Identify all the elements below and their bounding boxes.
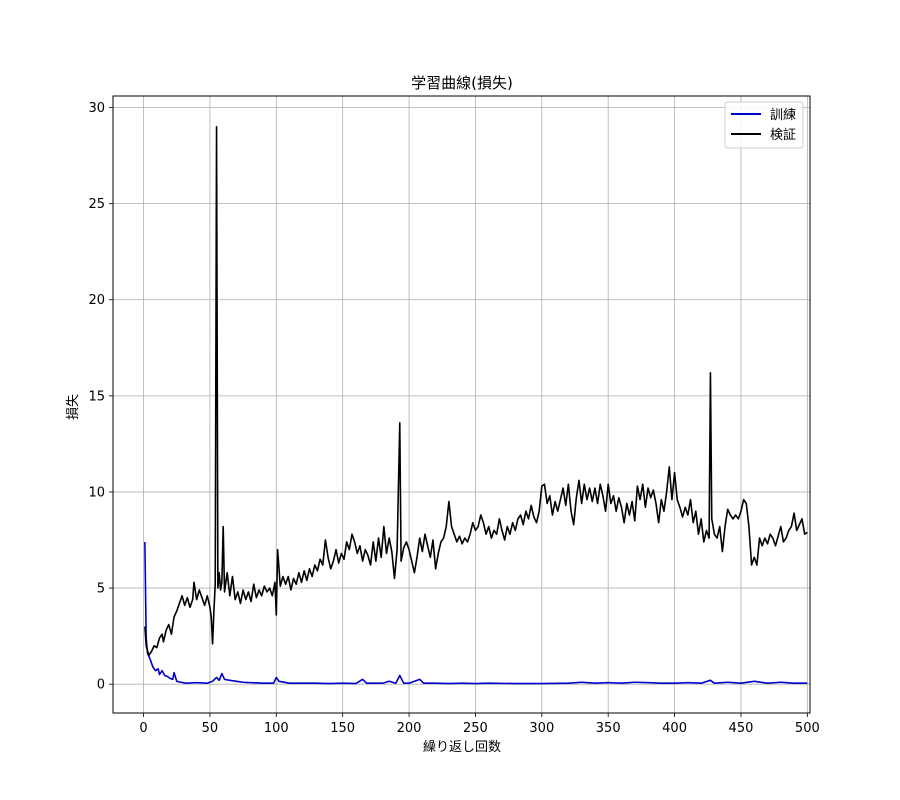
series-layer — [144, 125, 808, 685]
x-tick-label: 50 — [202, 721, 219, 736]
x-tick-label: 350 — [596, 721, 621, 736]
x-tick-label: 0 — [139, 721, 147, 736]
y-tick-label: 20 — [88, 293, 105, 308]
y-tick-label: 5 — [97, 582, 105, 597]
y-axis-ticks: 0 5 10 15 20 25 30 — [88, 101, 113, 693]
grid-layer — [113, 96, 810, 713]
y-tick-label: 10 — [88, 485, 105, 500]
x-axis-ticks: 0 50 100 150 200 250 300 350 400 450 500 — [139, 713, 820, 736]
x-tick-label: 300 — [529, 721, 554, 736]
y-tick-label: 25 — [88, 197, 105, 212]
y-tick-label: 15 — [88, 389, 105, 404]
x-axis-label: 繰り返し回数 — [423, 740, 501, 755]
chart-title: 学習曲線(損失) — [411, 74, 513, 92]
x-tick-label: 150 — [330, 721, 355, 736]
validation-loss-line — [144, 125, 808, 657]
legend-label-train: 訓練 — [770, 107, 796, 123]
x-tick-label: 200 — [397, 721, 422, 736]
x-tick-label: 250 — [463, 721, 488, 736]
legend: 訓練 検証 — [724, 101, 804, 149]
y-tick-label: 30 — [88, 101, 105, 116]
x-tick-label: 450 — [729, 721, 754, 736]
legend-label-validation: 検証 — [770, 128, 796, 143]
train-loss-line — [144, 541, 808, 685]
plot-frame — [112, 95, 811, 714]
x-tick-label: 500 — [795, 721, 820, 736]
y-tick-label: 0 — [97, 678, 105, 693]
x-tick-label: 400 — [662, 721, 687, 736]
x-tick-label: 100 — [264, 721, 289, 736]
y-axis-label: 損失 — [66, 394, 81, 420]
